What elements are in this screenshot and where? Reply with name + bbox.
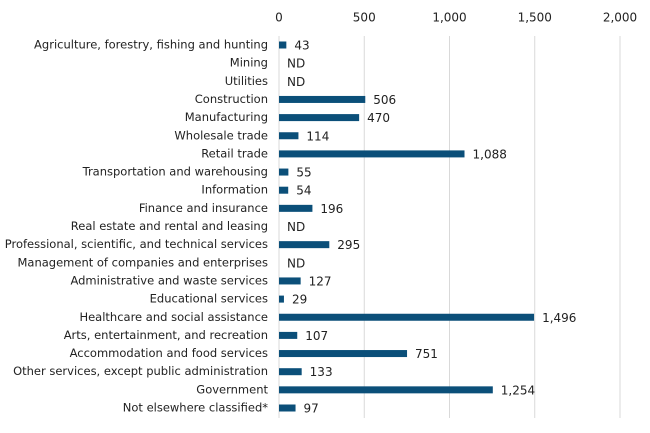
category-label: Agriculture, forestry, fishing and hunti… (34, 38, 268, 52)
category-label: Not elsewhere classified* (123, 401, 268, 415)
category-label: Professional, scientific, and technical … (5, 237, 268, 251)
category-label: Healthcare and social assistance (79, 310, 268, 324)
value-label: 107 (305, 329, 328, 343)
category-label: Finance and insurance (139, 201, 268, 215)
category-label: Transportation and warehousing (82, 165, 268, 179)
bar (279, 241, 330, 249)
value-label: 133 (310, 365, 333, 379)
bar (279, 95, 366, 103)
bar (279, 350, 408, 358)
x-tick-label: 0 (275, 11, 283, 25)
value-label: ND (287, 220, 305, 234)
value-label: 1,088 (473, 147, 507, 161)
value-label: 54 (296, 184, 311, 198)
value-label: ND (287, 75, 305, 89)
category-label: Accommodation and food services (70, 346, 268, 360)
value-label: 114 (306, 129, 329, 143)
bar (279, 150, 465, 158)
value-label: 295 (337, 238, 360, 252)
category-label: Information (201, 183, 268, 197)
category-label: Arts, entertainment, and recreation (64, 328, 268, 342)
value-label: 1,496 (542, 311, 576, 325)
bar (279, 295, 284, 303)
bar (279, 132, 299, 140)
bar (279, 368, 302, 376)
x-tick-label: 2,000 (603, 11, 637, 25)
category-label: Management of companies and enterprises (17, 255, 268, 269)
value-label: 751 (415, 347, 438, 361)
value-label: ND (287, 256, 305, 270)
x-tick-label: 1,500 (518, 11, 552, 25)
category-label: Mining (230, 56, 268, 70)
bar (279, 168, 289, 176)
category-label: Wholesale trade (174, 128, 268, 142)
x-tick-label: 500 (353, 11, 376, 25)
category-label: Retail trade (201, 146, 268, 160)
bar (279, 331, 298, 339)
bar (279, 386, 493, 394)
category-label: Other services, except public administra… (13, 364, 268, 378)
bar (279, 404, 296, 412)
value-label: 43 (294, 39, 309, 53)
bar (279, 204, 313, 212)
value-label: ND (287, 57, 305, 71)
bar (279, 186, 289, 194)
value-label: 196 (320, 202, 343, 216)
value-label: 506 (373, 93, 396, 107)
value-label: 470 (367, 111, 390, 125)
bar (279, 313, 535, 321)
category-label: Construction (195, 92, 268, 106)
value-label: 97 (304, 402, 319, 416)
category-label: Educational services (150, 292, 268, 306)
value-label: 127 (309, 274, 332, 288)
x-tick-label: 1,000 (432, 11, 466, 25)
category-label: Utilities (225, 74, 268, 88)
value-label: 55 (296, 166, 311, 180)
category-label: Manufacturing (185, 110, 268, 124)
bar (279, 41, 287, 49)
value-label: 29 (292, 293, 307, 307)
bar (279, 114, 360, 122)
value-label: 1,254 (501, 383, 535, 397)
category-label: Administrative and waste services (70, 273, 268, 287)
category-label: Real estate and rental and leasing (71, 219, 268, 233)
category-label: Government (196, 382, 268, 396)
bar (279, 277, 301, 285)
